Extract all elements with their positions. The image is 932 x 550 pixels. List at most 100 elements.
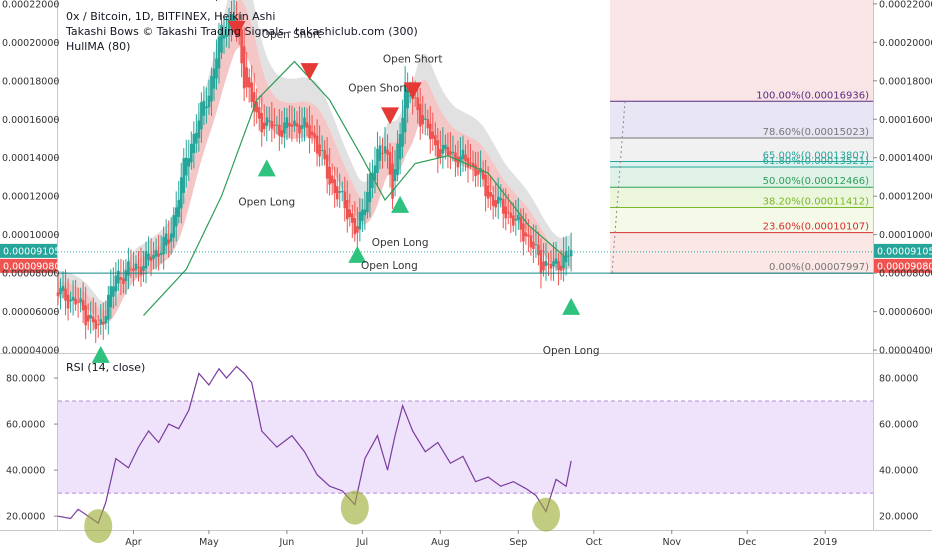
rsi-tick-label-right: 80.0000 xyxy=(879,374,918,385)
candle-body xyxy=(527,234,530,237)
open-long-label: Open Long xyxy=(238,196,295,208)
open-long-label: Open Long xyxy=(543,345,600,357)
candle-body xyxy=(391,163,394,199)
price-tag-left-green-text: 0.00009105 xyxy=(3,246,60,257)
rsi-band xyxy=(58,401,873,494)
candle-body xyxy=(506,212,510,214)
chart-title: 0x / Bitcoin, 1D, BITFINEX, Heikin Ashi xyxy=(66,10,275,23)
candle-body xyxy=(195,132,198,144)
candle-body xyxy=(315,135,319,154)
candle-body xyxy=(313,133,316,138)
fib-zone xyxy=(610,232,873,274)
price-tick-label-right: 0.00020000 xyxy=(879,38,932,49)
candle-body xyxy=(388,152,392,175)
fib-zone xyxy=(610,161,873,167)
candle-body xyxy=(300,125,304,130)
fib-zone xyxy=(610,207,873,233)
price-tick-label-right: 0.00010000 xyxy=(879,230,932,241)
candle-body xyxy=(179,177,183,209)
time-tick-label: 2019 xyxy=(813,537,837,548)
candle-body xyxy=(547,263,550,265)
candle-body xyxy=(260,112,264,133)
candle-body xyxy=(124,270,128,282)
candle-body xyxy=(247,77,251,88)
open-short-marker xyxy=(403,82,422,100)
candle-body xyxy=(86,315,90,322)
rsi-title: RSI (14, close) xyxy=(66,361,145,374)
candle-body xyxy=(240,29,243,64)
candle-body xyxy=(361,209,364,221)
candle-body xyxy=(112,286,115,297)
candle-body xyxy=(449,151,452,156)
candle-body xyxy=(335,186,339,200)
candle-body xyxy=(117,270,120,284)
candle-body xyxy=(401,117,404,147)
candle-body xyxy=(557,261,560,271)
candle-body xyxy=(184,157,188,176)
candle-body xyxy=(94,319,98,329)
candle-body xyxy=(431,131,435,139)
candle-body xyxy=(205,106,208,109)
candle-body xyxy=(169,233,173,242)
rsi-tick-label-left: 20.0000 xyxy=(6,512,45,523)
candle-body xyxy=(144,251,148,269)
open-long-marker xyxy=(348,245,367,263)
candle-body xyxy=(308,125,311,138)
price-tick-label-right: 0.00004000 xyxy=(879,346,932,357)
time-tick-label: Sep xyxy=(509,537,527,548)
candle-body xyxy=(464,154,467,161)
hullma-line xyxy=(143,60,567,316)
price-tag-left-green xyxy=(0,243,57,258)
candle-body xyxy=(172,215,176,238)
candle-body xyxy=(132,268,135,271)
price-tick-label-right: 0.00012000 xyxy=(879,192,932,203)
candle-body xyxy=(257,107,261,119)
candle-body xyxy=(446,147,450,156)
fib-level-label: 23.60%(0.00010107) xyxy=(763,222,869,233)
candle-body xyxy=(164,233,168,246)
candle-body xyxy=(212,68,216,89)
fib-zone xyxy=(610,166,873,188)
candle-body xyxy=(285,117,289,129)
candle-body xyxy=(456,157,460,168)
candle-body xyxy=(252,92,256,112)
price-tick-label-left: 0.00004000 xyxy=(2,346,59,357)
candle-body xyxy=(569,250,573,257)
candle-body xyxy=(99,319,103,325)
candle-body xyxy=(225,34,228,37)
candle-body xyxy=(524,232,528,237)
rsi-tick-label-right: 40.0000 xyxy=(879,466,918,477)
candle-body xyxy=(441,144,445,154)
candle-body xyxy=(215,58,218,79)
candle-body xyxy=(152,254,155,259)
candle-body xyxy=(273,124,276,126)
candle-body xyxy=(293,120,296,126)
candle-body xyxy=(428,123,432,140)
candle-body xyxy=(137,266,140,268)
candle-body xyxy=(562,256,565,269)
candle-body xyxy=(262,122,266,130)
candle-body xyxy=(534,244,538,246)
candle-body xyxy=(363,209,367,216)
price-tick-label-left: 0.00022000 xyxy=(2,0,59,10)
candle-body xyxy=(351,213,354,223)
candle-body xyxy=(242,46,246,89)
price-tick-label-left: 0.00008000 xyxy=(2,269,59,280)
candle-body xyxy=(494,200,497,208)
candle-body xyxy=(330,175,334,184)
indicator-takashi-label: Takashi Bows © Takashi Trading Signals -… xyxy=(65,25,418,38)
candle-body xyxy=(295,123,299,127)
candle-body xyxy=(182,158,186,193)
candle-body xyxy=(275,124,279,126)
candle-body xyxy=(436,140,440,159)
candle-body xyxy=(79,298,82,303)
time-tick-label: May xyxy=(199,537,219,548)
price-tag-right-red xyxy=(874,258,932,273)
candle-body xyxy=(552,261,555,267)
candle-body xyxy=(340,191,344,193)
price-tick-label-left: 0.00006000 xyxy=(2,307,59,318)
candle-body xyxy=(250,82,253,102)
candle-body xyxy=(366,192,369,213)
open-long-marker xyxy=(257,159,276,177)
candle-body xyxy=(522,223,525,242)
